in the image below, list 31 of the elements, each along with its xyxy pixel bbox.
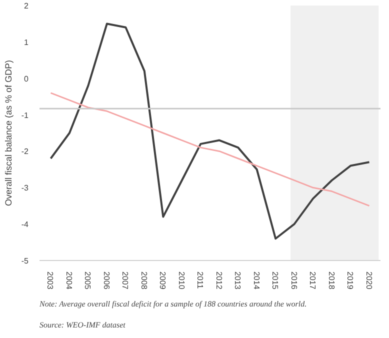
x-tick-label: 2008	[139, 272, 148, 290]
x-tick-label: 2016	[289, 272, 298, 290]
y-tick-label: -3	[21, 184, 30, 193]
y-tick-label: 0	[24, 74, 30, 84]
x-tick-label: 2003	[46, 272, 55, 290]
x-tick-label: 2020	[364, 272, 374, 290]
x-tick-label: 2010	[176, 272, 186, 290]
x-tick-label: 2011	[196, 272, 205, 290]
x-tick-label: 2007	[120, 272, 130, 290]
source-note: Source: WEO-IMF dataset	[40, 320, 126, 330]
x-tick-label: 2019	[346, 272, 355, 290]
line-series	[50, 92, 370, 207]
x-tick-label: 2018	[326, 272, 336, 290]
x-tick-label: 2013	[233, 272, 242, 290]
x-tick-label: 2015	[270, 272, 280, 290]
x-tick-label: 2014	[252, 272, 261, 290]
line-series	[50, 22, 370, 240]
y-tick-label: 1	[24, 38, 30, 47]
x-tick-label: 2006	[102, 272, 111, 290]
text: Note: Average overall fiscal deficit for a sample of 188 countries around the world.	[38, 300, 307, 308]
y-tick-label: 2	[24, 2, 30, 10]
x-tick-label: 2005	[83, 272, 92, 290]
y-tick-label: -5	[21, 256, 30, 266]
x-tick-label: 2017	[308, 272, 318, 290]
x-tick-label: 2004	[64, 272, 74, 290]
y-tick-label: -2	[21, 147, 30, 156]
x-tick-label: 2012	[214, 272, 224, 290]
y-tick-label: -1	[21, 110, 30, 120]
y-axis-title: Overall fiscal balance (as % of GDP)	[3, 60, 14, 206]
y-tick-label: -4	[21, 220, 30, 230]
x-tick-label: 2009	[158, 272, 168, 290]
